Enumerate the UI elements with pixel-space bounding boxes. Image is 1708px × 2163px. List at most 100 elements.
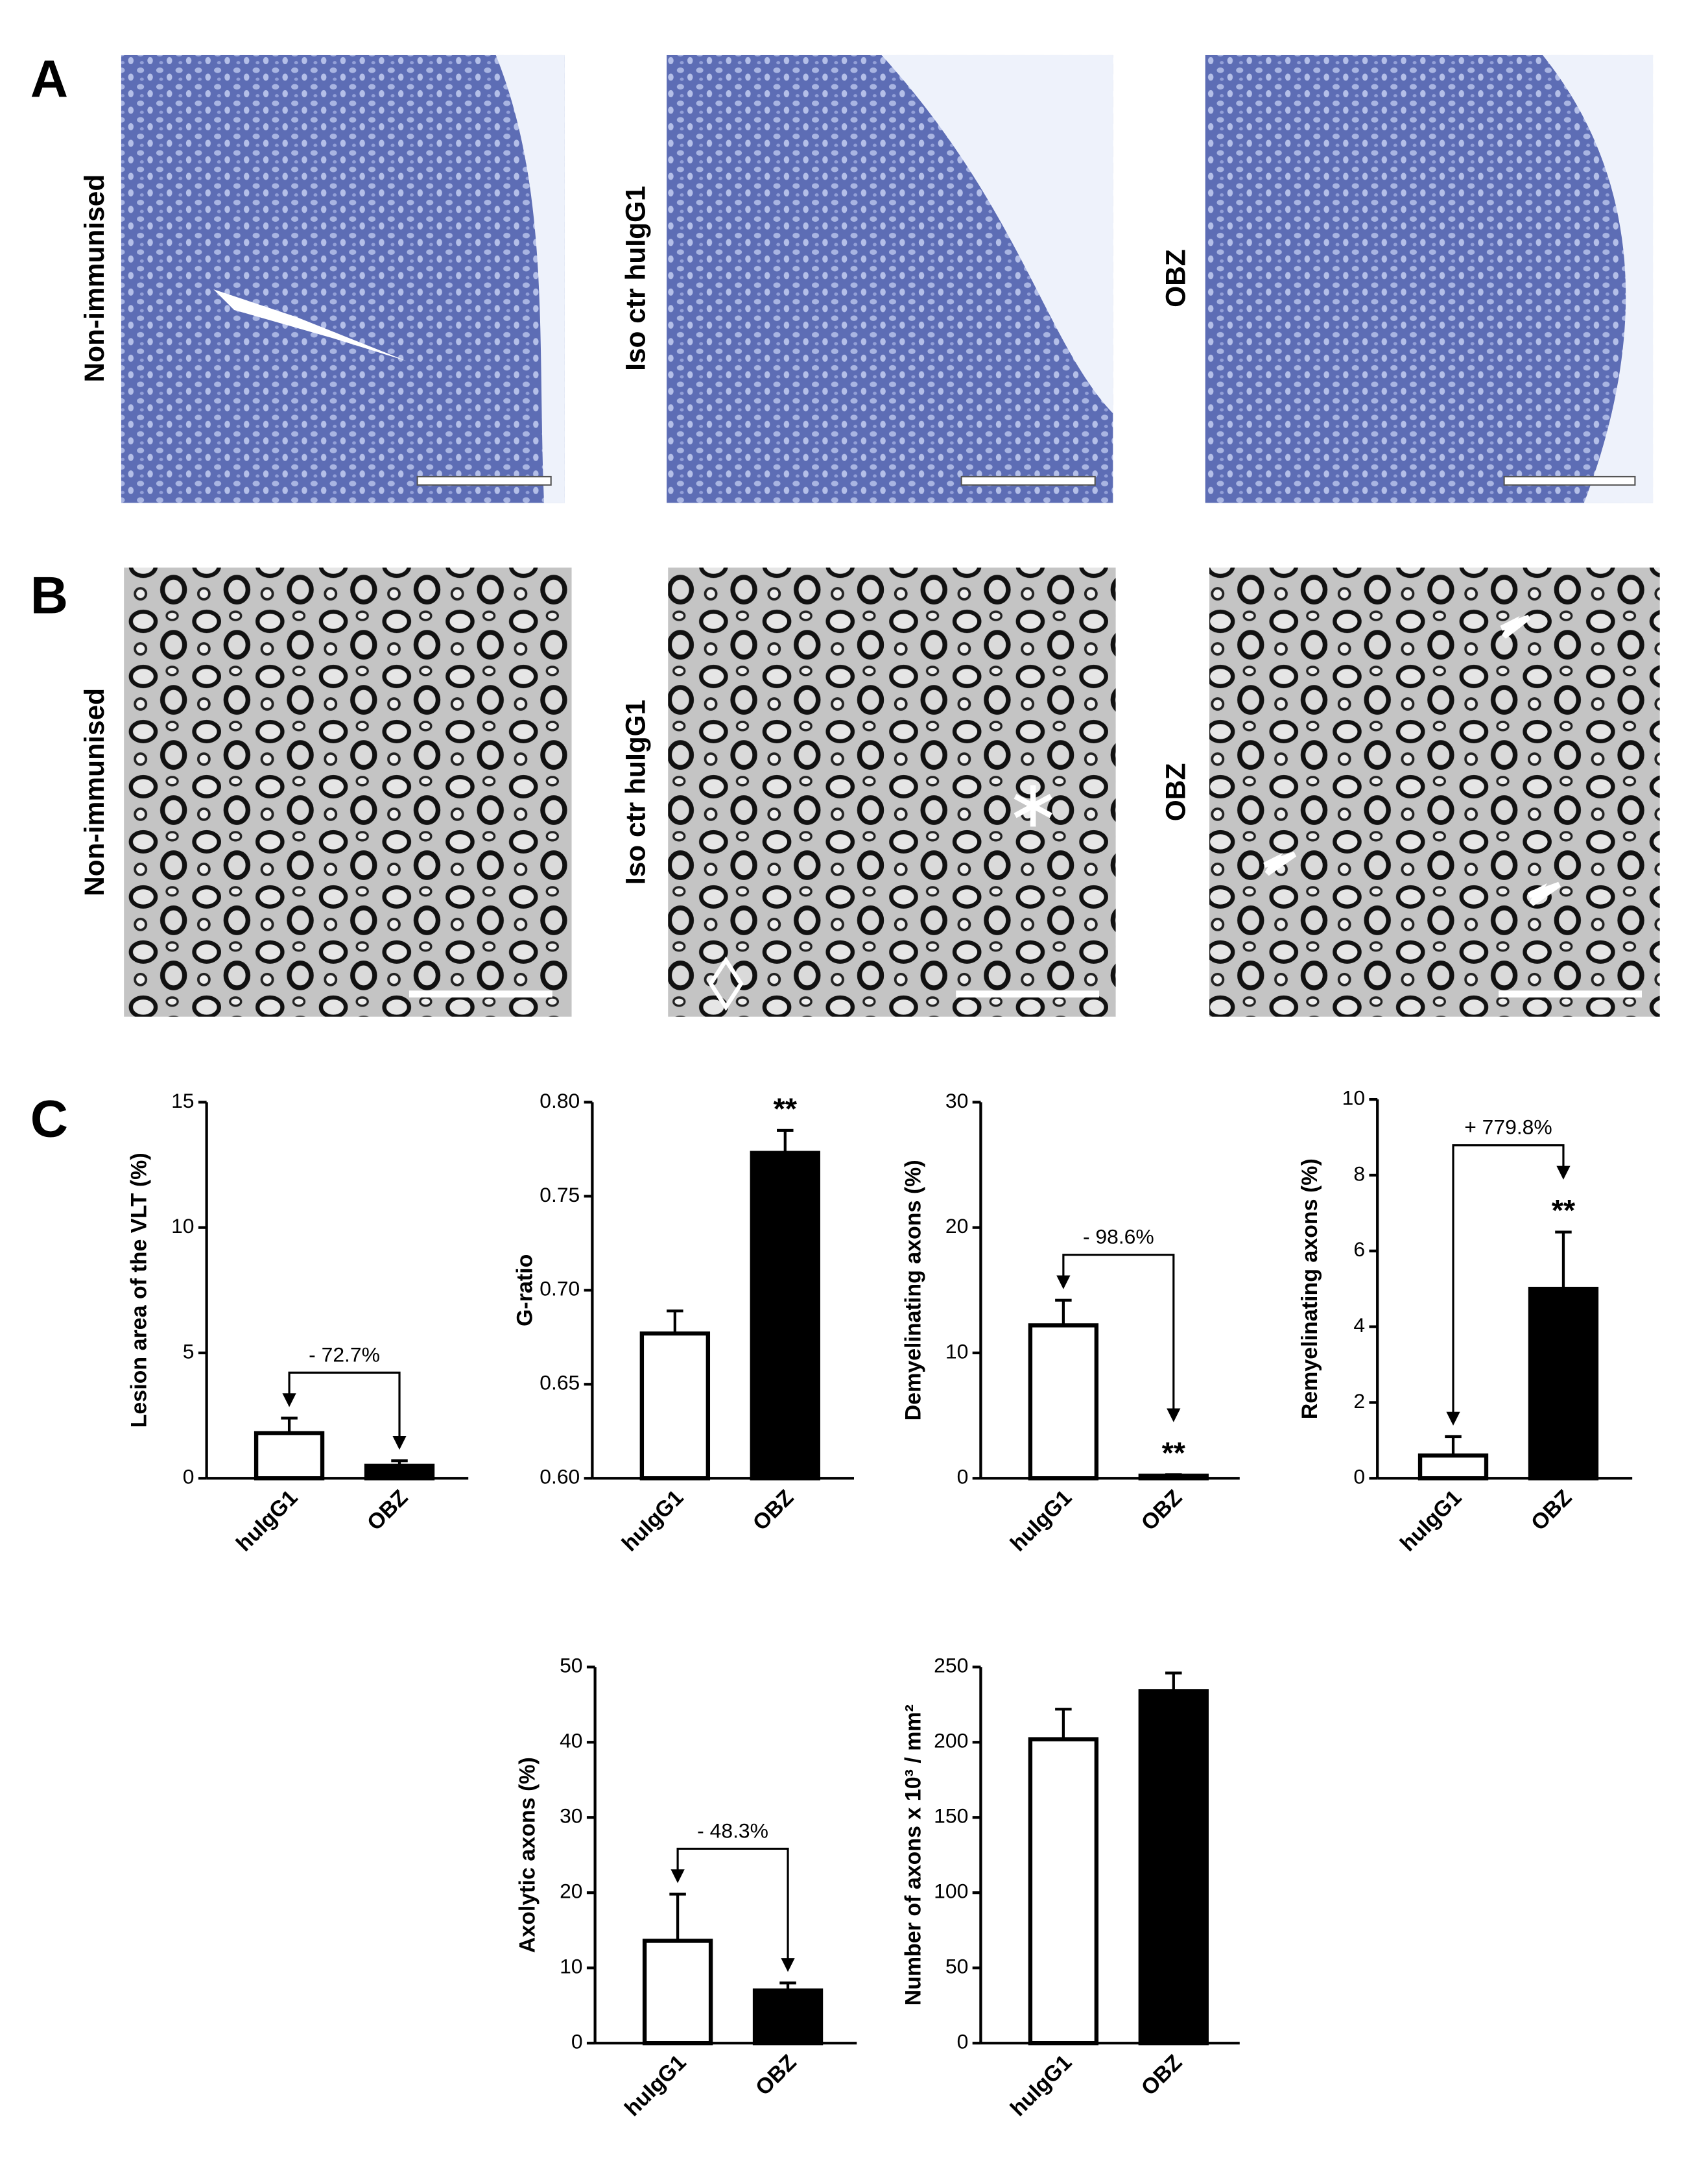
y-axis-title: G-ratio [512,1254,537,1326]
panel-label: A [30,50,68,108]
x-tick-label: OBZ [1137,1485,1187,1536]
y-tick-label: 0.65 [540,1371,580,1394]
tissue-gap [213,289,407,361]
y-tick-label: 0 [183,1465,195,1488]
arrow-marker [1263,852,1297,876]
diamond-marker [708,956,744,1011]
scale-bar [416,475,552,486]
bar [254,1431,325,1481]
bar [1417,1453,1489,1481]
bar [750,1151,820,1481]
scale-bar [1503,475,1636,486]
y-tick-label: 30 [945,1089,968,1112]
y-tick-label: 10 [945,1339,968,1363]
x-tick-label: huIgG1 [617,1485,689,1557]
bar [1138,1689,1209,2046]
y-tick-label: 2 [1353,1389,1365,1413]
bar [364,1463,435,1481]
micrograph [124,568,572,1017]
image-label: Non-immunised [80,174,110,383]
comparison-bracket [676,1847,789,1961]
tissue-edge [495,54,565,503]
error-bar [1165,1671,1182,1691]
scale-bar [409,990,552,998]
error-bar [667,1309,683,1334]
x-tick-label: OBZ [362,1485,413,1536]
annotation: - 48.3% [697,1819,768,1842]
x-tick-label: OBZ [1137,2050,1187,2101]
bar [639,1331,711,1481]
x-tick-label: OBZ [748,1485,799,1536]
y-tick-label: 4 [1353,1313,1365,1337]
arrow-head [1556,1165,1571,1180]
y-tick-label: 250 [934,1654,968,1677]
x-tick-label: huIgG1 [1006,1485,1077,1557]
arrow-marker [1500,614,1531,639]
y-axis-title: Demyelinating axons (%) [901,1160,925,1420]
arrow-marker [1527,881,1561,906]
image-label: OBZ [1161,249,1191,307]
y-tick-label: 0.60 [540,1465,580,1488]
image-label: Iso ctr huIgG1 [621,700,652,885]
panel-label: B [30,566,68,625]
y-tick-label: 8 [1353,1162,1365,1185]
bar [642,1939,713,2046]
x-tick-label: huIgG1 [1395,1485,1467,1557]
significance-label: ** [1162,1436,1186,1470]
bar [1528,1287,1599,1481]
error-bar [779,1981,796,1991]
comparison-bracket [1452,1144,1565,1415]
panel-label: C [30,1090,68,1149]
y-tick-label: 50 [945,1955,968,1978]
y-tick-label: 100 [934,1880,968,1903]
x-tick-label: huIgG1 [231,1485,303,1557]
y-tick-label: 10 [171,1214,194,1237]
x-tick-label: OBZ [1526,1485,1577,1536]
asterisk-marker [1014,785,1052,827]
annotation: + 779.8% [1464,1116,1552,1139]
comparison-bracket [288,1371,401,1439]
error-bar [1555,1230,1572,1289]
error-bar [1055,1708,1072,1739]
y-tick-label: 0.75 [540,1183,580,1206]
tissue-edge [1543,54,1654,503]
arrow-head [781,1958,795,1972]
y-tick-label: 0.70 [540,1277,580,1300]
x-tick-label: huIgG1 [1006,2050,1077,2121]
y-tick-label: 0 [957,1465,969,1488]
panel-a-images [121,54,1654,503]
significance-label: ** [774,1092,798,1125]
y-tick-label: 10 [1342,1086,1365,1110]
bar [1138,1474,1209,1481]
scale-bar [1499,990,1643,998]
y-tick-label: 200 [934,1729,968,1752]
y-tick-label: 0.80 [540,1089,580,1112]
arrow-head [1056,1275,1071,1289]
x-tick-label: OBZ [751,2050,801,2101]
error-bar [669,1893,686,1941]
significance-label: ** [1552,1193,1576,1227]
y-axis-title: Number of axons x 10³ / mm² [901,1704,925,2005]
y-tick-label: 20 [560,1880,582,1903]
error-bar [281,1416,298,1433]
y-tick-label: 10 [560,1955,582,1978]
tissue-edge [667,54,1113,414]
annotation: - 72.7% [309,1343,380,1366]
y-tick-label: 5 [183,1339,195,1363]
y-tick-label: 15 [171,1089,194,1112]
image-label: OBZ [1161,763,1191,822]
arrow-head [282,1393,296,1407]
y-tick-label: 150 [934,1804,968,1828]
bar [752,1988,824,2046]
bar [1028,1323,1099,1481]
y-tick-label: 0 [571,2030,583,2053]
image-label: Iso ctr huIgG1 [621,185,652,371]
micrograph [1209,568,1660,1017]
y-axis-title: Lesion area of the VLT (%) [127,1153,152,1428]
y-tick-label: 30 [560,1804,582,1828]
x-tick-label: huIgG1 [620,2050,691,2121]
y-tick-label: 0 [957,2030,969,2053]
arrow-head [1167,1408,1181,1422]
